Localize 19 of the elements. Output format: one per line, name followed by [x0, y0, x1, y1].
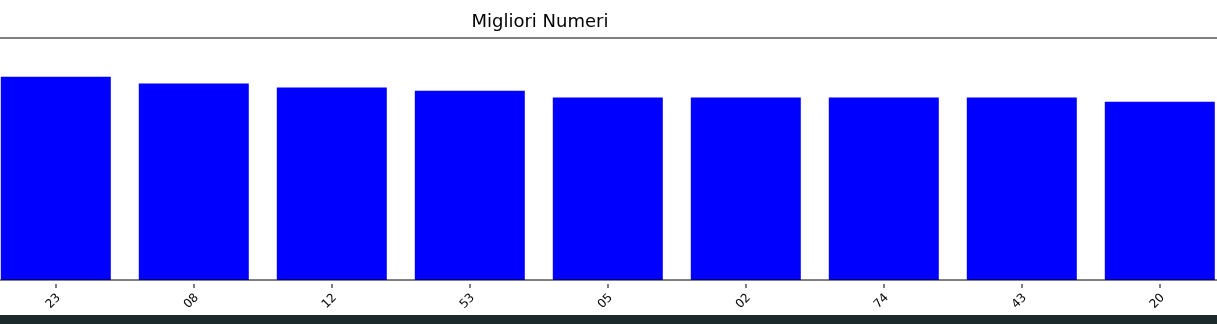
bar: [552, 97, 663, 280]
x-tick-label: 23: [42, 290, 64, 311]
bar: [414, 90, 525, 280]
bar: [138, 83, 249, 280]
bar: [828, 97, 939, 280]
x-tick-label: 02: [732, 290, 754, 311]
bar: [690, 97, 801, 280]
bar: [0, 76, 111, 280]
bar: [1104, 101, 1215, 280]
bar: [966, 97, 1077, 280]
x-tick-label: 74: [870, 290, 892, 311]
bar: [276, 87, 387, 280]
x-tick-label: 12: [318, 290, 340, 311]
x-tick-label: 20: [1146, 290, 1168, 311]
x-tick-label: 08: [180, 290, 202, 311]
x-tick-label: 05: [594, 290, 616, 311]
chart-title: Migliori Numeri: [470, 10, 610, 31]
x-tick-label: 43: [1008, 290, 1030, 311]
x-tick-label: 53: [456, 290, 478, 311]
